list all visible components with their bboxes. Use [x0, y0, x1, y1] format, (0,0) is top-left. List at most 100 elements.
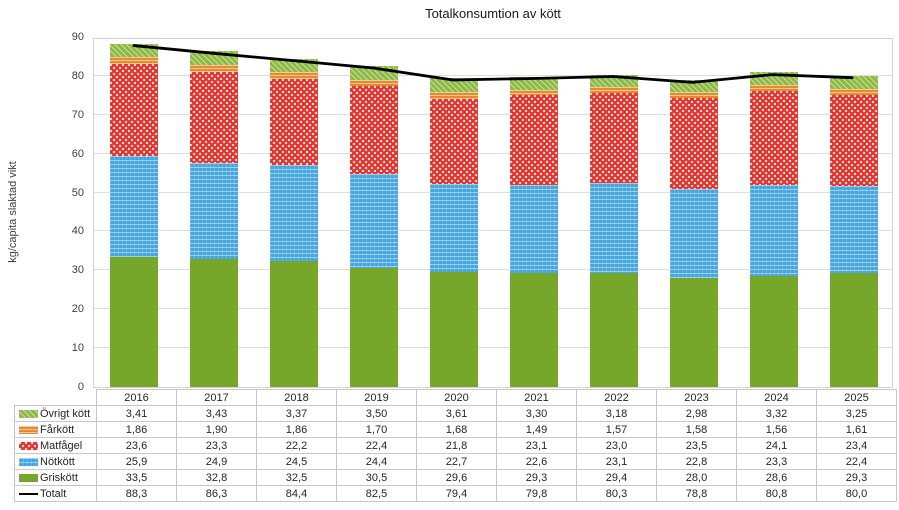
- bar-segment-Griskött: [350, 268, 398, 387]
- y-tick-label: 40: [71, 225, 84, 238]
- value-cell: 29,3: [816, 469, 897, 486]
- value-cell: 23,6: [96, 437, 177, 454]
- value-cell: 82,5: [336, 485, 417, 502]
- y-tick-label: 20: [71, 303, 84, 316]
- bar-2020: [414, 37, 494, 387]
- value-cell: 23,0: [576, 437, 657, 454]
- bar-segment-Nötkött: [590, 182, 638, 273]
- value-cell: 1,58: [656, 421, 737, 438]
- table-row-Totalt: Totalt 88,3 86,3 84,4 82,5 79,4 79,8 80,3 78,8 80…: [14, 485, 897, 502]
- value-cell: 23,1: [496, 437, 577, 454]
- bar-segment-Matfågel: [270, 79, 318, 166]
- table-row-Nötkött: Nötkött 25,9 24,9 24,5 24,4 22,7 22,6 23,1 22,8 2…: [14, 453, 897, 470]
- year-header-cell: 2021: [496, 389, 577, 406]
- value-cell: 24,5: [256, 453, 337, 470]
- value-cell: 29,6: [416, 469, 497, 486]
- value-cell: 30,5: [336, 469, 417, 486]
- value-cell: 23,3: [736, 453, 817, 470]
- bar-segment-Griskött: [830, 273, 878, 387]
- value-cell: 1,90: [176, 421, 257, 438]
- value-cell: 24,1: [736, 437, 817, 454]
- bar-segment-Griskött: [510, 273, 558, 387]
- legend-swatch-icon: [19, 425, 38, 434]
- row-label-text: Övrigt kött: [40, 407, 91, 420]
- bar-segment-Nötkött: [110, 156, 158, 257]
- value-cell: 28,0: [656, 469, 737, 486]
- table-row-Matfågel: Matfågel 23,6 23,3 22,2 22,4 21,8 23,1 23,0 23,5…: [14, 437, 897, 454]
- row-label-text: Totalt: [40, 487, 67, 500]
- value-cell: 3,50: [336, 405, 417, 422]
- bar-2019: [334, 37, 414, 387]
- value-cell: 88,3: [96, 485, 177, 502]
- chart-title: Totalkonsumtion av kött: [425, 6, 561, 21]
- bar-segment-Griskött: [430, 271, 478, 387]
- table-row-Övrigt kött: Övrigt kött 3,41 3,43 3,37 3,50 3,61 3,30 3,18 2…: [14, 405, 897, 422]
- value-cell: 22,7: [416, 453, 497, 470]
- value-cell: 84,4: [256, 485, 337, 502]
- value-cell: 86,3: [176, 485, 257, 502]
- value-cell: 1,61: [816, 421, 897, 438]
- bar-segment-Fårkött: [510, 89, 558, 96]
- year-header-cell: 2019: [336, 389, 417, 406]
- gridline: [94, 269, 892, 271]
- value-cell: 28,6: [736, 469, 817, 486]
- value-cell: 3,32: [736, 405, 817, 422]
- bar-segment-Fårkött: [190, 64, 238, 72]
- bar-2018: [254, 37, 334, 387]
- legend-swatch-icon: [19, 473, 38, 482]
- bar-segment-Griskött: [110, 256, 158, 387]
- value-cell: 80,8: [736, 485, 817, 502]
- value-cell: 1,68: [416, 421, 497, 438]
- value-cell: 22,6: [496, 453, 577, 470]
- bar-segment-Fårkött: [670, 91, 718, 99]
- value-cell: 3,61: [416, 405, 497, 422]
- value-cell: 24,4: [336, 453, 417, 470]
- year-header-cell: 2024: [736, 389, 817, 406]
- value-cell: 1,57: [576, 421, 657, 438]
- table-row-Griskött: Griskött 33,5 32,8 32,5 30,5 29,6 29,3 29,4 28,0…: [14, 469, 897, 486]
- value-cell: 29,3: [496, 469, 577, 486]
- bar-segment-Fårkött: [830, 88, 878, 95]
- value-cell: 1,86: [96, 421, 177, 438]
- value-cell: 23,4: [816, 437, 897, 454]
- value-cell: 22,2: [256, 437, 337, 454]
- bar-segment-Nötkött: [830, 185, 878, 274]
- value-cell: 1,56: [736, 421, 817, 438]
- bar-segment-Matfågel: [350, 86, 398, 174]
- bar-segment-Nötkött: [430, 183, 478, 272]
- value-cell: 21,8: [416, 437, 497, 454]
- legend-swatch-icon: [19, 457, 38, 466]
- bar-2017: [174, 37, 254, 387]
- gridline: [94, 230, 892, 232]
- legend-swatch-icon: [19, 409, 38, 418]
- bar-segment-Fårkött: [270, 71, 318, 79]
- value-cell: 1,86: [256, 421, 337, 438]
- value-cell: 33,5: [96, 469, 177, 486]
- value-cell: 1,49: [496, 421, 577, 438]
- year-header-cell: 2017: [176, 389, 257, 406]
- bar-segment-Matfågel: [590, 93, 638, 183]
- y-tick-label: 70: [71, 108, 84, 121]
- y-tick-label: 10: [71, 342, 84, 355]
- row-label-text: Nötkött: [40, 455, 75, 468]
- table-corner-cell: [15, 390, 97, 406]
- row-label-text: Griskött: [40, 471, 78, 484]
- bar-segment-Matfågel: [750, 91, 798, 186]
- value-cell: 3,43: [176, 405, 257, 422]
- bar-segment-Griskött: [190, 259, 238, 387]
- year-header-cell: 2018: [256, 389, 337, 406]
- bar-2023: [654, 37, 734, 387]
- bar-2024: [734, 37, 814, 387]
- bar-segment-Griskött: [590, 272, 638, 387]
- y-tick-label: 30: [71, 264, 84, 277]
- value-cell: 79,8: [496, 485, 577, 502]
- value-cell: 23,5: [656, 437, 737, 454]
- table-row-Fårkött: Fårkött 1,86 1,90 1,86 1,70 1,68 1,49 1,57 1,58 1…: [14, 421, 897, 438]
- bar-segment-Griskött: [750, 275, 798, 387]
- bar-segment-Nötkött: [670, 189, 718, 279]
- value-cell: 2,98: [656, 405, 737, 422]
- gridline: [94, 152, 892, 154]
- bar-segment-Övrigt kött: [430, 78, 478, 93]
- bar-segment-Nötkött: [270, 165, 318, 261]
- row-label-text: Fårkött: [40, 423, 75, 436]
